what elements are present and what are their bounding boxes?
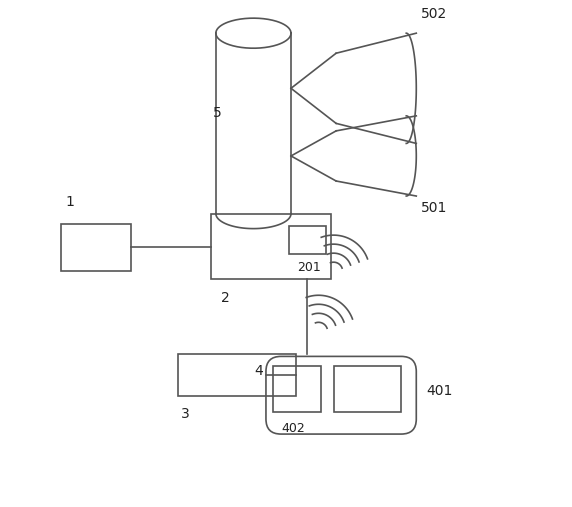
Text: 5: 5 [213,106,222,120]
Text: 3: 3 [181,407,189,420]
Text: 402: 402 [281,421,305,434]
Text: 2: 2 [221,291,229,305]
Text: 501: 501 [422,201,448,215]
Text: 401: 401 [426,384,452,399]
Text: 4: 4 [255,365,264,378]
Text: 1: 1 [66,195,74,208]
Text: 502: 502 [422,7,447,21]
Text: 201: 201 [297,261,320,274]
